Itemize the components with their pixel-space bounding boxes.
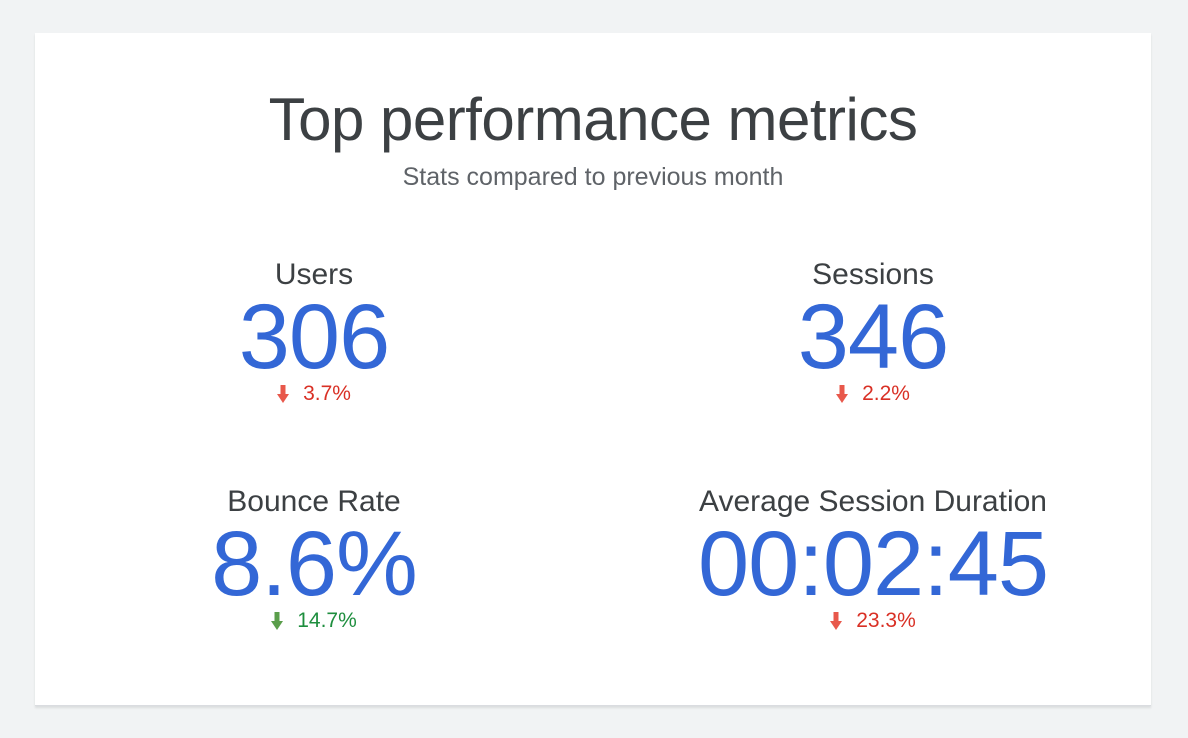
metric-value: 8.6% [211,513,418,615]
arrow-down-icon [271,612,284,630]
metric-change-value: 2.2% [862,382,910,405]
arrow-down-icon [277,385,290,403]
arrow-down-icon [836,385,849,403]
metric-change-value: 3.7% [303,382,351,405]
metric-users: Users 306 3.7% [64,257,564,407]
metric-change-value: 14.7% [297,609,357,632]
metric-value: 306 [238,286,391,388]
metric-change: 14.7% [64,608,564,634]
arrow-down-icon [830,612,843,630]
scorecard-panel: Top performance metrics Stats compared t… [35,33,1151,706]
metric-sessions: Sessions 346 2.2% [623,257,1123,407]
metric-change-value: 23.3% [856,609,916,632]
metric-bounce-rate: Bounce Rate 8.6% 14.7% [64,484,564,634]
metric-label: Average Session Duration [699,485,1047,518]
page-subtitle: Stats compared to previous month [402,163,784,191]
page-title: Top performance metrics [268,86,918,153]
metric-value: 346 [797,286,950,388]
metric-change: 2.2% [623,381,1123,407]
metric-value: 00:02:45 [697,513,1049,615]
metric-label: Users [274,258,354,291]
metric-label: Bounce Rate [227,485,401,518]
metric-change: 3.7% [64,381,564,407]
metric-avg-session-duration: Average Session Duration 00:02:45 23.3% [623,484,1123,634]
metric-change: 23.3% [623,608,1123,634]
metric-label: Sessions [812,258,934,291]
